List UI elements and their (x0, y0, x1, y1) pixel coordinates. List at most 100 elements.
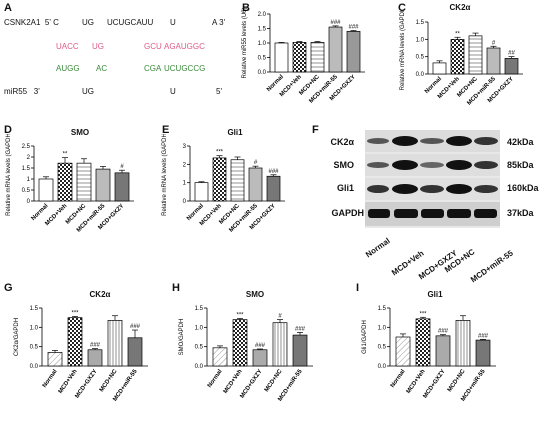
y-tick-label: 0.0 (378, 364, 387, 370)
bar (252, 349, 268, 367)
bar (212, 157, 227, 202)
blot-size-ck2a: 42kDa (507, 137, 534, 147)
y-axis-label: Relative mRNA levels (GAPDH) (6, 134, 12, 216)
seq-row4-item: UG (82, 87, 94, 96)
panel-i-letter: I (356, 282, 360, 294)
significance-label: ** (63, 152, 68, 158)
panel-c-letter: C (398, 2, 406, 14)
bar (107, 320, 123, 367)
blot-label-gli1: Gli1 (336, 183, 354, 193)
western-blot: CK2α SMO Gli1 GAPDH 42kDa 85kDa 160 (322, 128, 550, 288)
y-tick-label: 1 (183, 181, 187, 187)
band (420, 138, 444, 144)
band (474, 209, 497, 218)
panel-d-chart: Relative mRNA levels (GAPDH) 0 0.5 1 1.5 2 2.5… (6, 134, 134, 234)
significance-label: ### (130, 324, 141, 330)
bar (232, 319, 248, 367)
band (474, 137, 498, 145)
band (446, 160, 472, 170)
blot-image (365, 130, 500, 228)
y-tick-label: 1.5 (258, 27, 267, 33)
panel-h-chart: SMO/GAPDH0.00.51.01.5Normal***MCD+Veh###… (179, 306, 313, 403)
band (474, 161, 498, 169)
panel-c-title: CK2α (449, 3, 471, 12)
band (446, 136, 472, 146)
y-tick-label: 1.5 (22, 166, 31, 172)
significance-label: # (278, 314, 282, 320)
blot-size-gapdh: 37kDa (507, 208, 534, 218)
bar (38, 178, 54, 202)
significance-label: ### (438, 329, 449, 335)
seq-row1-left: CSNK2A1 5' C (4, 18, 59, 27)
y-tick-label: 2.0 (258, 12, 267, 18)
panel-h-letter: H (172, 282, 180, 294)
y-tick-label: 0.5 (416, 55, 425, 61)
bar (450, 38, 465, 75)
seq-row2-item: UG (92, 42, 104, 51)
panel-b-letter: B (242, 2, 250, 14)
y-axis-label: Relative mRNA levels (GAPDH) (400, 10, 406, 90)
seq-row3-item: AC (96, 64, 108, 73)
y-tick-label: 2 (183, 162, 187, 168)
bar (328, 26, 343, 73)
bar (292, 334, 308, 367)
y-tick-label: 1.5 (416, 20, 425, 26)
band (447, 209, 471, 218)
bar (95, 168, 111, 202)
panel-i-chart: Gli1/GAPDH 0.0 0.5 1.0 1.5 Normal *** MCD+Veh ##… (362, 306, 496, 403)
seq-row3-item: UCUGCCG (164, 64, 206, 73)
bar (248, 167, 263, 202)
blot-label-ck2a: CK2α (330, 137, 354, 147)
seq-row3-item: AUGG (56, 64, 80, 73)
y-tick-label: 1.0 (378, 325, 387, 331)
bar (57, 162, 73, 202)
y-tick-label: 2.5 (22, 144, 31, 150)
x-tick-label: MCD+NC (99, 368, 119, 393)
significance-label: ### (330, 20, 341, 26)
bar (266, 175, 281, 202)
seq-row4-left: miR55 3' (4, 87, 40, 96)
band (446, 184, 472, 194)
panel-a-letter: A (4, 2, 12, 14)
x-tick-label: MCD+GXZY (74, 369, 98, 400)
band (392, 160, 418, 170)
bar (67, 317, 83, 367)
y-tick-label: 0.5 (22, 188, 31, 194)
x-tick-label: Normal (207, 368, 224, 389)
significance-label: ** (455, 31, 460, 37)
significance-label: ### (268, 169, 279, 175)
band (367, 185, 389, 193)
band (394, 209, 418, 218)
y-tick-label: 0.5 (378, 345, 387, 351)
x-tick-label: Normal (390, 368, 407, 389)
panel-g-letter: G (4, 282, 13, 294)
x-tick-label: MCD+NC (447, 368, 467, 393)
x-tick-label: MCD+NC (264, 368, 284, 393)
seq-row4-item: 5' (216, 87, 222, 96)
seq-row1-item: UCUGCAUU (107, 18, 154, 27)
band (474, 185, 498, 193)
seq-row3-item: CGA (144, 64, 162, 73)
y-tick-label: 0.0 (30, 364, 39, 370)
blot-size-gli1: 160kDa (507, 183, 539, 193)
y-tick-label: 1.5 (195, 306, 204, 312)
y-axis-label: Relative mRNA levels (GAPDH) (162, 134, 168, 216)
panel-d-title: SMO (70, 128, 90, 137)
band (420, 162, 444, 168)
bar (432, 62, 447, 75)
x-tick-label: MCD+GXZY (239, 369, 263, 400)
y-tick-label: 1 (27, 177, 31, 183)
bar (114, 172, 130, 202)
band (367, 138, 389, 144)
y-tick-label: 0.5 (258, 56, 267, 62)
y-tick-label: 0 (27, 199, 31, 205)
y-axis-label: Gli1/GAPDH (362, 320, 368, 354)
bar (435, 335, 451, 367)
y-axis-label: CK2α/GAPDH (14, 318, 20, 356)
seq-row1-item: A 3' (212, 18, 226, 27)
blot-size-smo: 85kDa (507, 160, 534, 170)
panel-f-letter: F (312, 124, 319, 136)
y-tick-label: 1.5 (378, 306, 387, 312)
blot-label-gapdh: GAPDH (331, 208, 364, 218)
bar (486, 47, 501, 75)
